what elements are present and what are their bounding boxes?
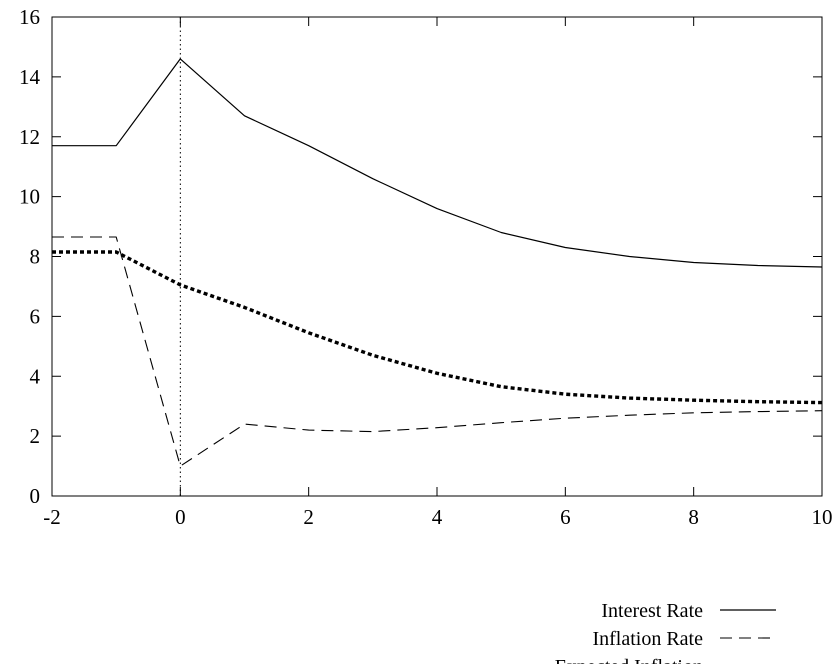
plot-frame — [51, 16, 823, 497]
series-line-expected-inflation — [52, 250, 823, 405]
x-tick-label: -2 — [43, 505, 61, 529]
y-tick-label: 10 — [19, 185, 40, 209]
y-tick-label: 0 — [30, 484, 41, 508]
legend-label-interest-rate: Interest Rate — [601, 600, 703, 622]
x-tick-label: 6 — [560, 505, 571, 529]
x-tick-label: 4 — [432, 505, 443, 529]
y-tick-label: 2 — [30, 424, 41, 448]
x-tick-label: 0 — [175, 505, 186, 529]
legend-label-inflation-rate: Inflation Rate — [592, 628, 703, 650]
y-tick-label: 8 — [30, 245, 41, 269]
series-line-inflation-rate — [52, 236, 823, 467]
series-layer — [52, 58, 823, 467]
legend-label-expected-inflation: Expected Inflation — [555, 656, 703, 664]
chart-legend: Interest Rate Inflation Rate Expected Infl… — [555, 600, 776, 664]
y-tick-label: 16 — [19, 5, 40, 29]
y-tick-label: 12 — [19, 125, 40, 149]
x-tick-label: 10 — [812, 505, 833, 529]
series-line-interest-rate — [52, 58, 823, 268]
y-tick-label: 4 — [30, 364, 41, 388]
x-tick-label: 8 — [688, 505, 699, 529]
y-tick-label: 14 — [19, 65, 41, 89]
x-tick-label: 2 — [303, 505, 314, 529]
y-tick-label: 6 — [30, 304, 41, 328]
